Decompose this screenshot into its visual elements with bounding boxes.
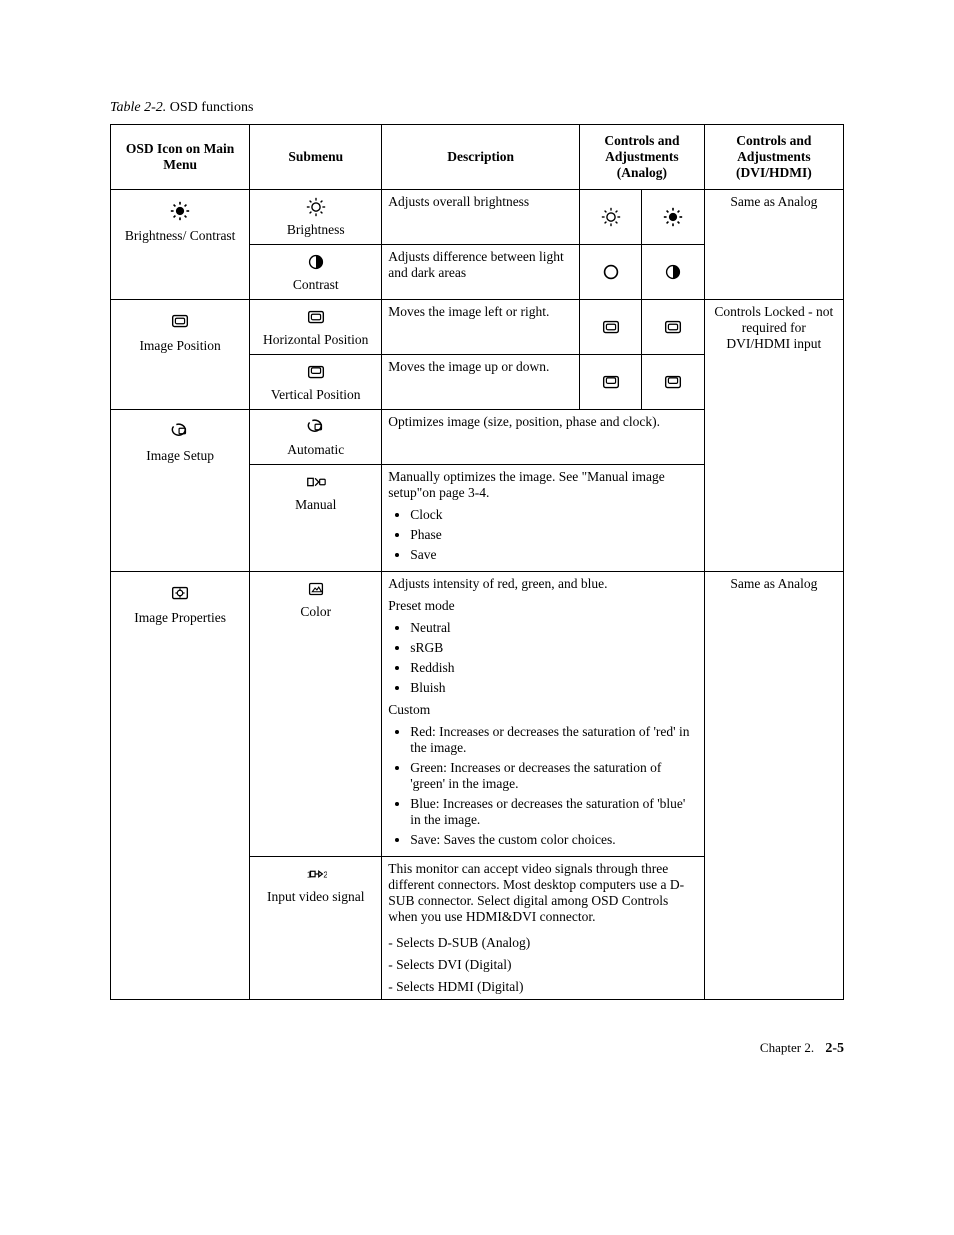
sub-contrast-label: Contrast	[254, 277, 377, 293]
input-icon	[305, 863, 327, 885]
main-image-properties-label: Image Properties	[117, 610, 243, 626]
desc-brightness: Adjusts overall brightness	[382, 190, 580, 245]
footer-page: 2-5	[825, 1041, 844, 1056]
main-image-setup: Image Setup	[111, 410, 250, 572]
vpos-icon	[600, 371, 622, 393]
sub-vpos-label: Vertical Position	[254, 387, 377, 403]
circle-icon	[600, 261, 622, 283]
adj-hpos-dec	[580, 300, 642, 355]
hpos-icon	[662, 316, 684, 338]
adj-hpos-inc	[642, 300, 704, 355]
main-brightness-contrast-label: Brightness/ Contrast	[117, 228, 243, 244]
brightness-icon	[169, 200, 191, 222]
desc-hpos: Moves the image left or right.	[382, 300, 580, 355]
sub-manual-label: Manual	[254, 497, 377, 513]
adj-brightness-dec	[580, 190, 642, 245]
table-caption: Table 2-2. OSD functions	[110, 100, 844, 116]
dvi-same-2: Same as Analog	[704, 572, 843, 1000]
manual-icon	[305, 471, 327, 493]
sub-brightness-label: Brightness	[254, 222, 377, 238]
desc-manual: Manually optimizes the image. See "Manua…	[382, 465, 705, 572]
hpos-icon	[600, 316, 622, 338]
brightness-icon	[305, 196, 327, 218]
auto-icon	[305, 416, 327, 438]
props-icon	[169, 582, 191, 604]
input-sel1: - Selects D-SUB (Analog)	[388, 935, 698, 951]
main-image-setup-label: Image Setup	[117, 448, 243, 464]
contrast-icon	[305, 251, 327, 273]
contrast-icon	[662, 261, 684, 283]
manual-item-phase: Phase	[410, 527, 698, 543]
sub-contrast: Contrast	[250, 245, 382, 300]
input-intro: This monitor can accept video signals th…	[388, 861, 698, 925]
th-dvi: Controls and Adjustments (DVI/HDMI)	[704, 125, 843, 190]
sub-automatic-label: Automatic	[254, 442, 377, 458]
sub-color: Color	[250, 572, 382, 857]
adj-contrast-dec	[580, 245, 642, 300]
sub-manual: Manual	[250, 465, 382, 572]
page-footer: Chapter 2. 2-5	[110, 1040, 844, 1057]
dvi-same-1: Same as Analog	[704, 190, 843, 300]
adj-contrast-inc	[642, 245, 704, 300]
osd-functions-table: OSD Icon on Main Menu Submenu Descriptio…	[110, 124, 844, 1000]
caption-title: OSD functions	[170, 100, 254, 115]
hpos-icon	[305, 306, 327, 328]
th-analog: Controls and Adjustments (Analog)	[580, 125, 705, 190]
color-preset-label: Preset mode	[388, 598, 698, 614]
sub-input-label: Input video signal	[254, 889, 377, 905]
desc-vpos: Moves the image up or down.	[382, 355, 580, 410]
manual-item-save: Save	[410, 547, 698, 563]
footer-chapter: Chapter 2.	[760, 1040, 814, 1055]
brightness-fill-icon	[662, 206, 684, 228]
sub-automatic: Automatic	[250, 410, 382, 465]
th-submenu: Submenu	[250, 125, 382, 190]
sub-vpos: Vertical Position	[250, 355, 382, 410]
desc-input: This monitor can accept video signals th…	[382, 857, 705, 1000]
caption-label: Table 2-2.	[110, 100, 166, 115]
adj-brightness-inc	[642, 190, 704, 245]
hpos-icon	[169, 310, 191, 332]
custom-green: Green: Increases or decreases the satura…	[410, 760, 698, 792]
preset-srgb: sRGB	[410, 640, 698, 656]
preset-bluish: Bluish	[410, 680, 698, 696]
color-icon	[305, 578, 327, 600]
custom-save: Save: Saves the custom color choices.	[410, 832, 698, 848]
dvi-locked: Controls Locked - not required for DVI/H…	[704, 300, 843, 572]
desc-color: Adjusts intensity of red, green, and blu…	[382, 572, 705, 857]
desc-automatic: Optimizes image (size, position, phase a…	[382, 410, 705, 465]
th-osd-icon: OSD Icon on Main Menu	[111, 125, 250, 190]
main-image-properties: Image Properties	[111, 572, 250, 1000]
sub-hpos-label: Horizontal Position	[254, 332, 377, 348]
manual-item-clock: Clock	[410, 507, 698, 523]
sub-input: Input video signal	[250, 857, 382, 1000]
color-custom-label: Custom	[388, 702, 698, 718]
sub-brightness: Brightness	[250, 190, 382, 245]
adj-vpos-dec	[580, 355, 642, 410]
brightness-open-icon	[600, 206, 622, 228]
preset-neutral: Neutral	[410, 620, 698, 636]
custom-blue: Blue: Increases or decreases the saturat…	[410, 796, 698, 828]
preset-reddish: Reddish	[410, 660, 698, 676]
input-sel2: - Selects DVI (Digital)	[388, 957, 698, 973]
sub-color-label: Color	[254, 604, 377, 620]
main-image-position-label: Image Position	[117, 338, 243, 354]
sub-hpos: Horizontal Position	[250, 300, 382, 355]
auto-icon	[169, 420, 191, 442]
main-brightness-contrast: Brightness/ Contrast	[111, 190, 250, 300]
th-description: Description	[382, 125, 580, 190]
color-intro: Adjusts intensity of red, green, and blu…	[388, 576, 698, 592]
desc-manual-intro: Manually optimizes the image. See "Manua…	[388, 469, 698, 501]
custom-red: Red: Increases or decreases the saturati…	[410, 724, 698, 756]
vpos-icon	[662, 371, 684, 393]
desc-contrast: Adjusts difference between light and dar…	[382, 245, 580, 300]
input-sel3: - Selects HDMI (Digital)	[388, 979, 698, 995]
vpos-icon	[305, 361, 327, 383]
main-image-position: Image Position	[111, 300, 250, 410]
adj-vpos-inc	[642, 355, 704, 410]
